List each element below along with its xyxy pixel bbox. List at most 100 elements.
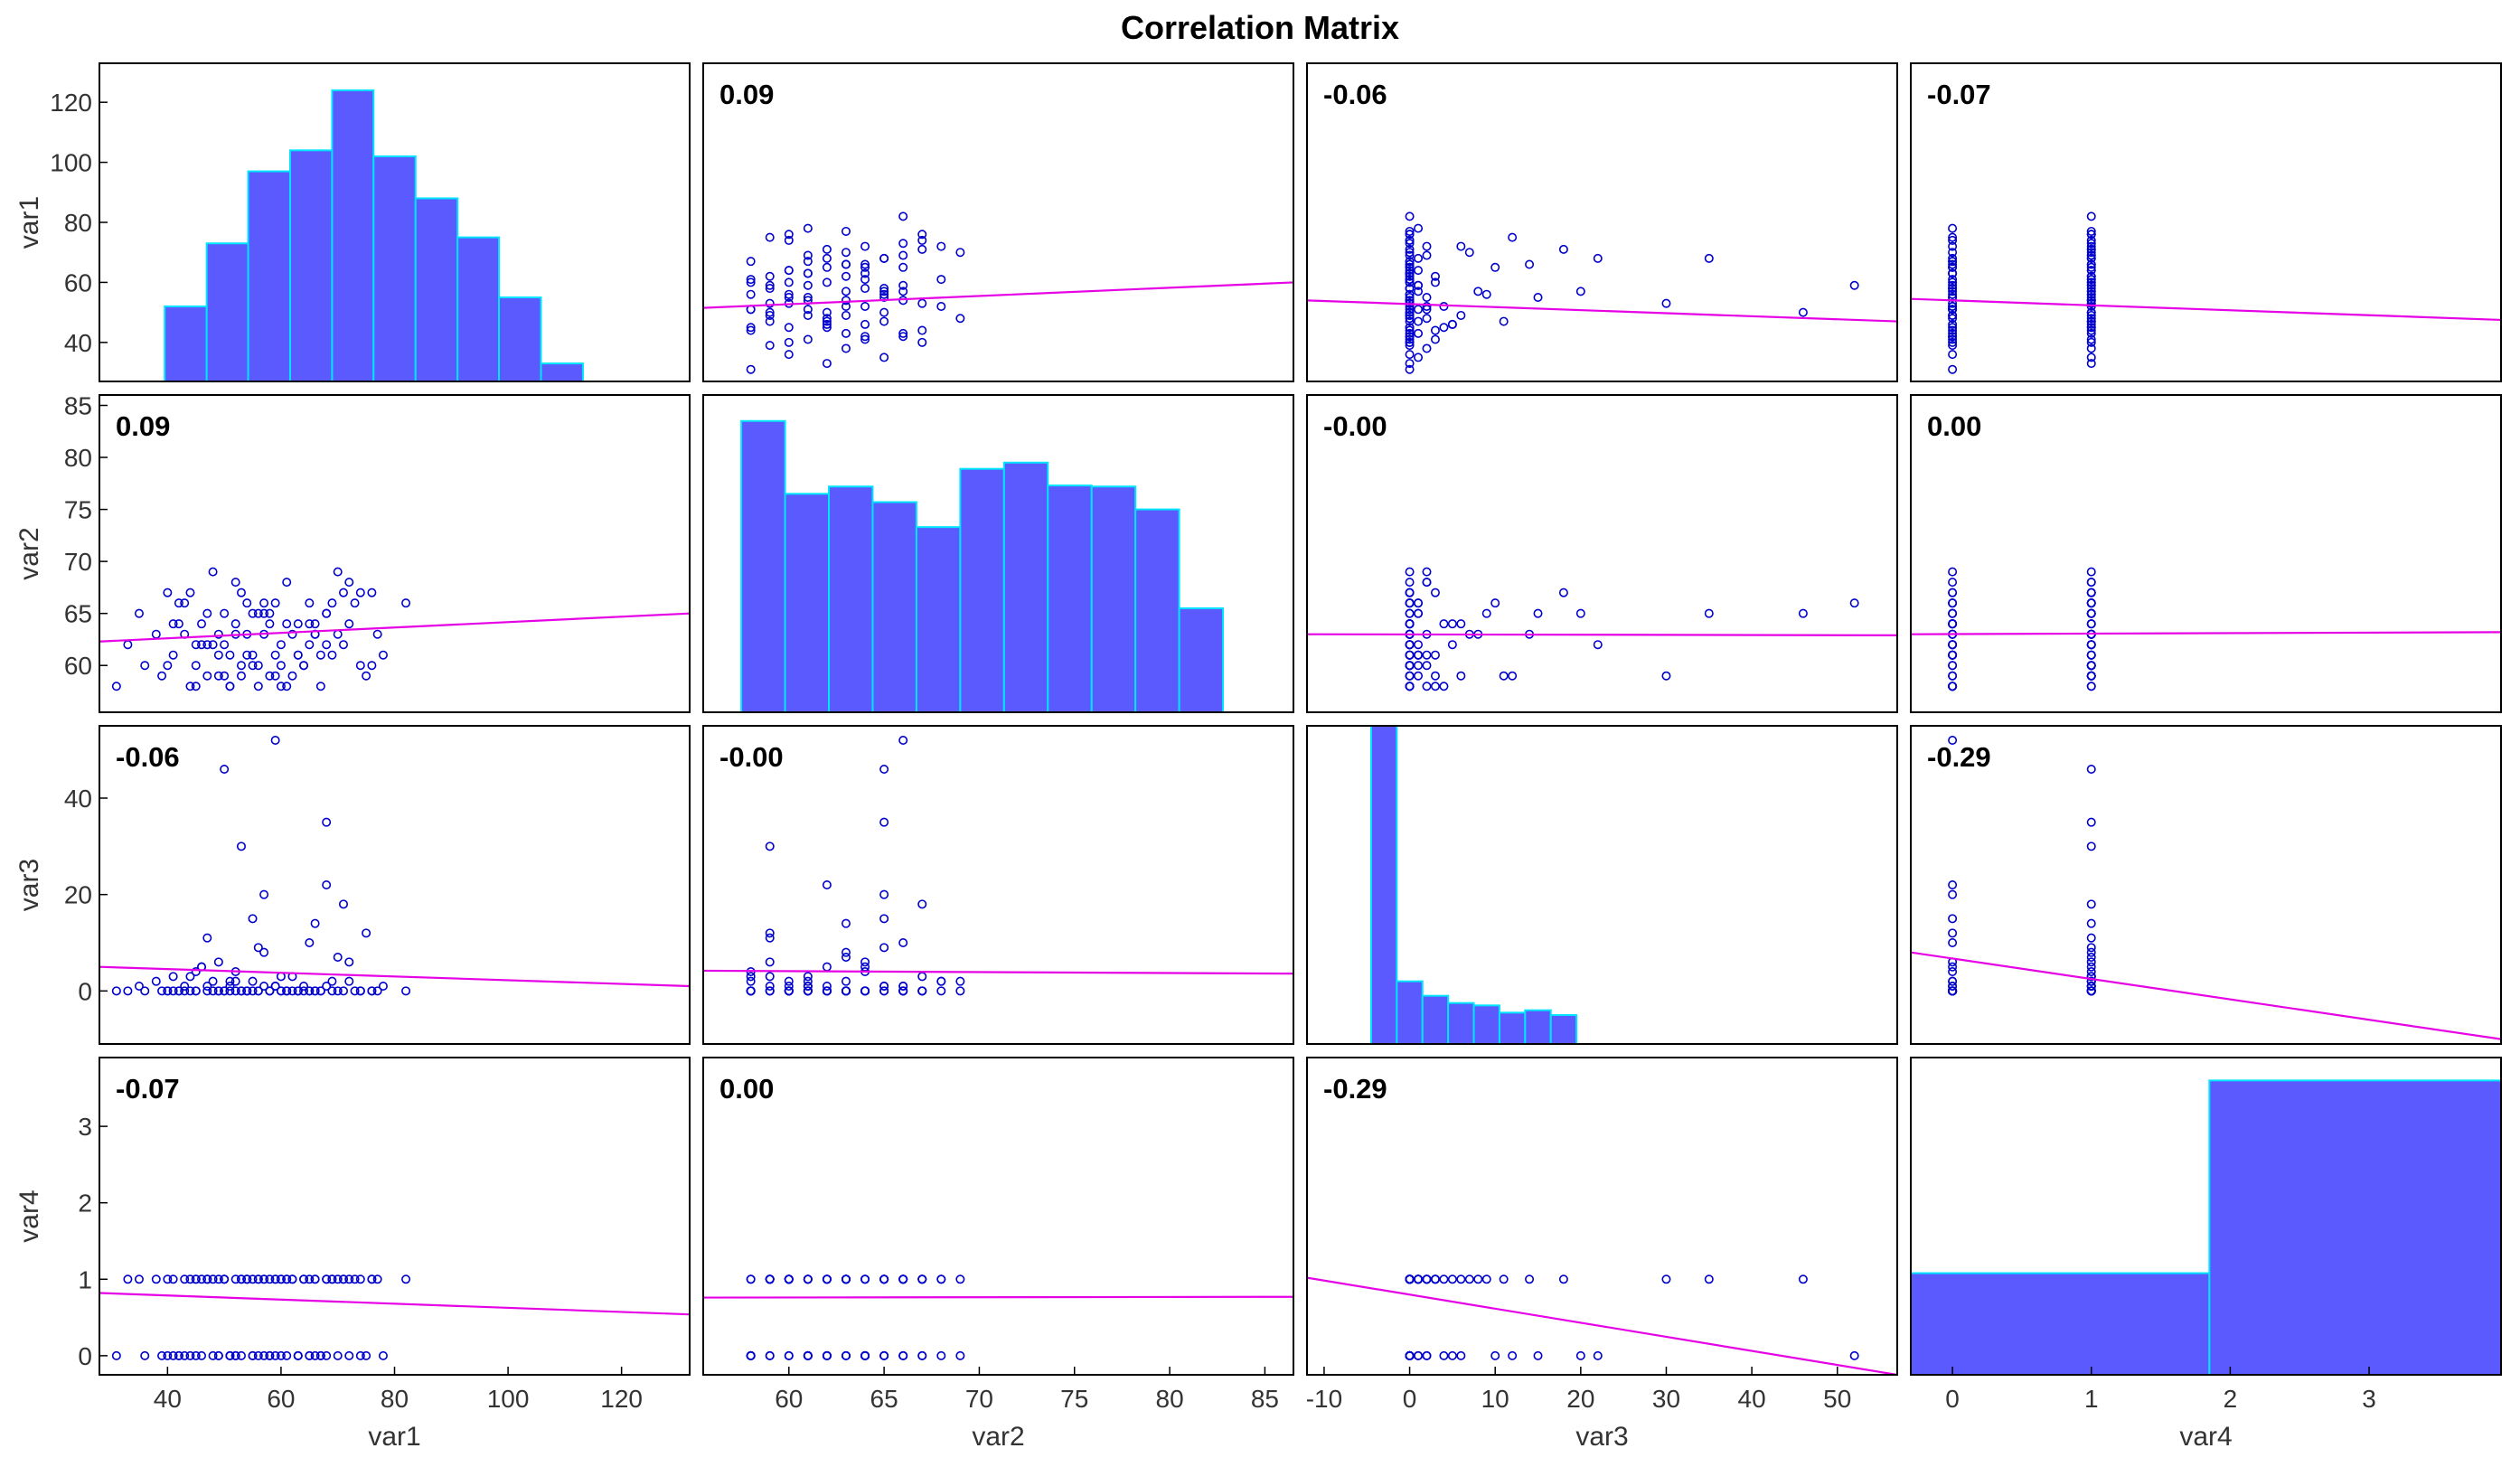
scatter-point — [185, 1274, 195, 1284]
scatter-point — [746, 364, 756, 374]
scatter-point — [236, 842, 246, 851]
scatter-point — [2086, 250, 2096, 260]
scatter-point — [1405, 567, 1415, 577]
scatter-point — [1456, 671, 1466, 681]
scatter-point — [1948, 323, 1958, 333]
scatter-point — [230, 1274, 240, 1284]
scatter-point — [898, 262, 908, 272]
scatter-point — [2086, 316, 2096, 326]
scatter-point — [1414, 640, 1424, 650]
y-tick-label: 70 — [64, 548, 92, 576]
scatter-point — [305, 938, 315, 948]
y-tick-label: 120 — [50, 89, 92, 117]
hist-bar-var1 — [456, 236, 501, 381]
scatter-point — [1405, 578, 1415, 588]
scatter-point — [225, 976, 235, 986]
scatter-point — [1405, 271, 1415, 281]
scatter-point — [1948, 253, 1958, 263]
scatter-point — [2086, 244, 2096, 254]
scatter-point — [1414, 316, 1424, 326]
scatter-point — [213, 1274, 223, 1284]
scatter-point — [174, 598, 183, 608]
scatter-point — [1405, 334, 1415, 344]
scatter-point — [270, 982, 280, 992]
scatter-point — [151, 1274, 161, 1284]
scatter-point — [282, 1350, 292, 1360]
scatter-point — [1948, 310, 1958, 320]
scatter-point — [338, 588, 348, 597]
hist-bar-var3 — [1421, 994, 1450, 1044]
scatter-point — [1405, 212, 1415, 221]
panel-frame — [1306, 62, 1898, 382]
scatter-point — [2086, 567, 2096, 577]
scatter-point — [2086, 359, 2096, 369]
scatter-point — [822, 1350, 832, 1360]
scatter-point — [879, 1274, 889, 1284]
scatter-point — [917, 899, 927, 909]
hist-bar-var1 — [498, 296, 542, 381]
scatter-point — [1405, 250, 1415, 260]
scatter-point — [305, 1350, 315, 1360]
scatter-point — [2086, 343, 2096, 353]
scatter-point — [936, 986, 946, 996]
scatter-point — [163, 588, 173, 597]
scatter-point — [1948, 938, 1958, 948]
scatter-point — [860, 259, 870, 269]
scatter-point — [1439, 323, 1449, 333]
scatter-point — [765, 341, 775, 351]
scatter-point — [765, 1274, 775, 1284]
scatter-point — [898, 296, 908, 306]
hist-bar-var1 — [164, 305, 208, 381]
scatter-point — [1948, 682, 1958, 691]
scatter-point — [860, 319, 870, 329]
scatter-point — [2086, 817, 2096, 827]
scatter-point — [282, 578, 292, 588]
scatter-point — [1948, 337, 1958, 347]
scatter-point — [1948, 319, 1958, 329]
scatter-point — [784, 350, 794, 360]
scatter-point — [123, 986, 133, 996]
scatter-point — [1948, 619, 1958, 629]
scatter-point — [259, 982, 269, 992]
scatter-point — [134, 982, 144, 992]
scatter-point — [746, 1274, 756, 1284]
scatter-point — [259, 889, 269, 899]
panel-var2-vs-var1 — [99, 567, 690, 691]
scatter-point — [1481, 1274, 1491, 1284]
scatter-point — [2086, 972, 2096, 982]
scatter-point — [1422, 1350, 1432, 1360]
scatter-point — [1405, 608, 1415, 618]
scatter-point — [362, 1350, 371, 1360]
hist-bar-var1 — [288, 149, 334, 381]
scatter-point — [1430, 671, 1440, 681]
scatter-point — [784, 235, 794, 245]
x-tick-label: 80 — [381, 1385, 409, 1413]
scatter-point — [765, 284, 775, 294]
x-tick-label: 50 — [1823, 1385, 1851, 1413]
scatter-point — [2086, 650, 2096, 660]
hist-bar-var3 — [1549, 1014, 1578, 1044]
panel-frame — [702, 725, 1294, 1045]
scatter-point — [1447, 319, 1457, 329]
scatter-point — [225, 1350, 235, 1360]
scatter-point — [163, 986, 173, 996]
scatter-point — [248, 1274, 258, 1284]
panel-var2-vs-var4 — [1911, 567, 2501, 691]
y-tick-label: 20 — [64, 881, 92, 909]
scatter-point — [1447, 640, 1457, 650]
scatter-point — [784, 323, 794, 333]
scatter-point — [879, 943, 889, 953]
scatter-point — [2086, 280, 2096, 290]
scatter-point — [185, 1350, 195, 1360]
scatter-point — [765, 933, 775, 943]
scatter-point — [140, 986, 150, 996]
scatter-point — [765, 842, 775, 851]
scatter-point — [333, 1350, 343, 1360]
scatter-point — [765, 982, 775, 992]
scatter-point — [860, 332, 870, 342]
scatter-point — [860, 262, 870, 272]
scatter-point — [841, 1274, 851, 1284]
scatter-point — [879, 1350, 889, 1360]
scatter-point — [1481, 289, 1491, 299]
scatter-point — [174, 619, 183, 629]
